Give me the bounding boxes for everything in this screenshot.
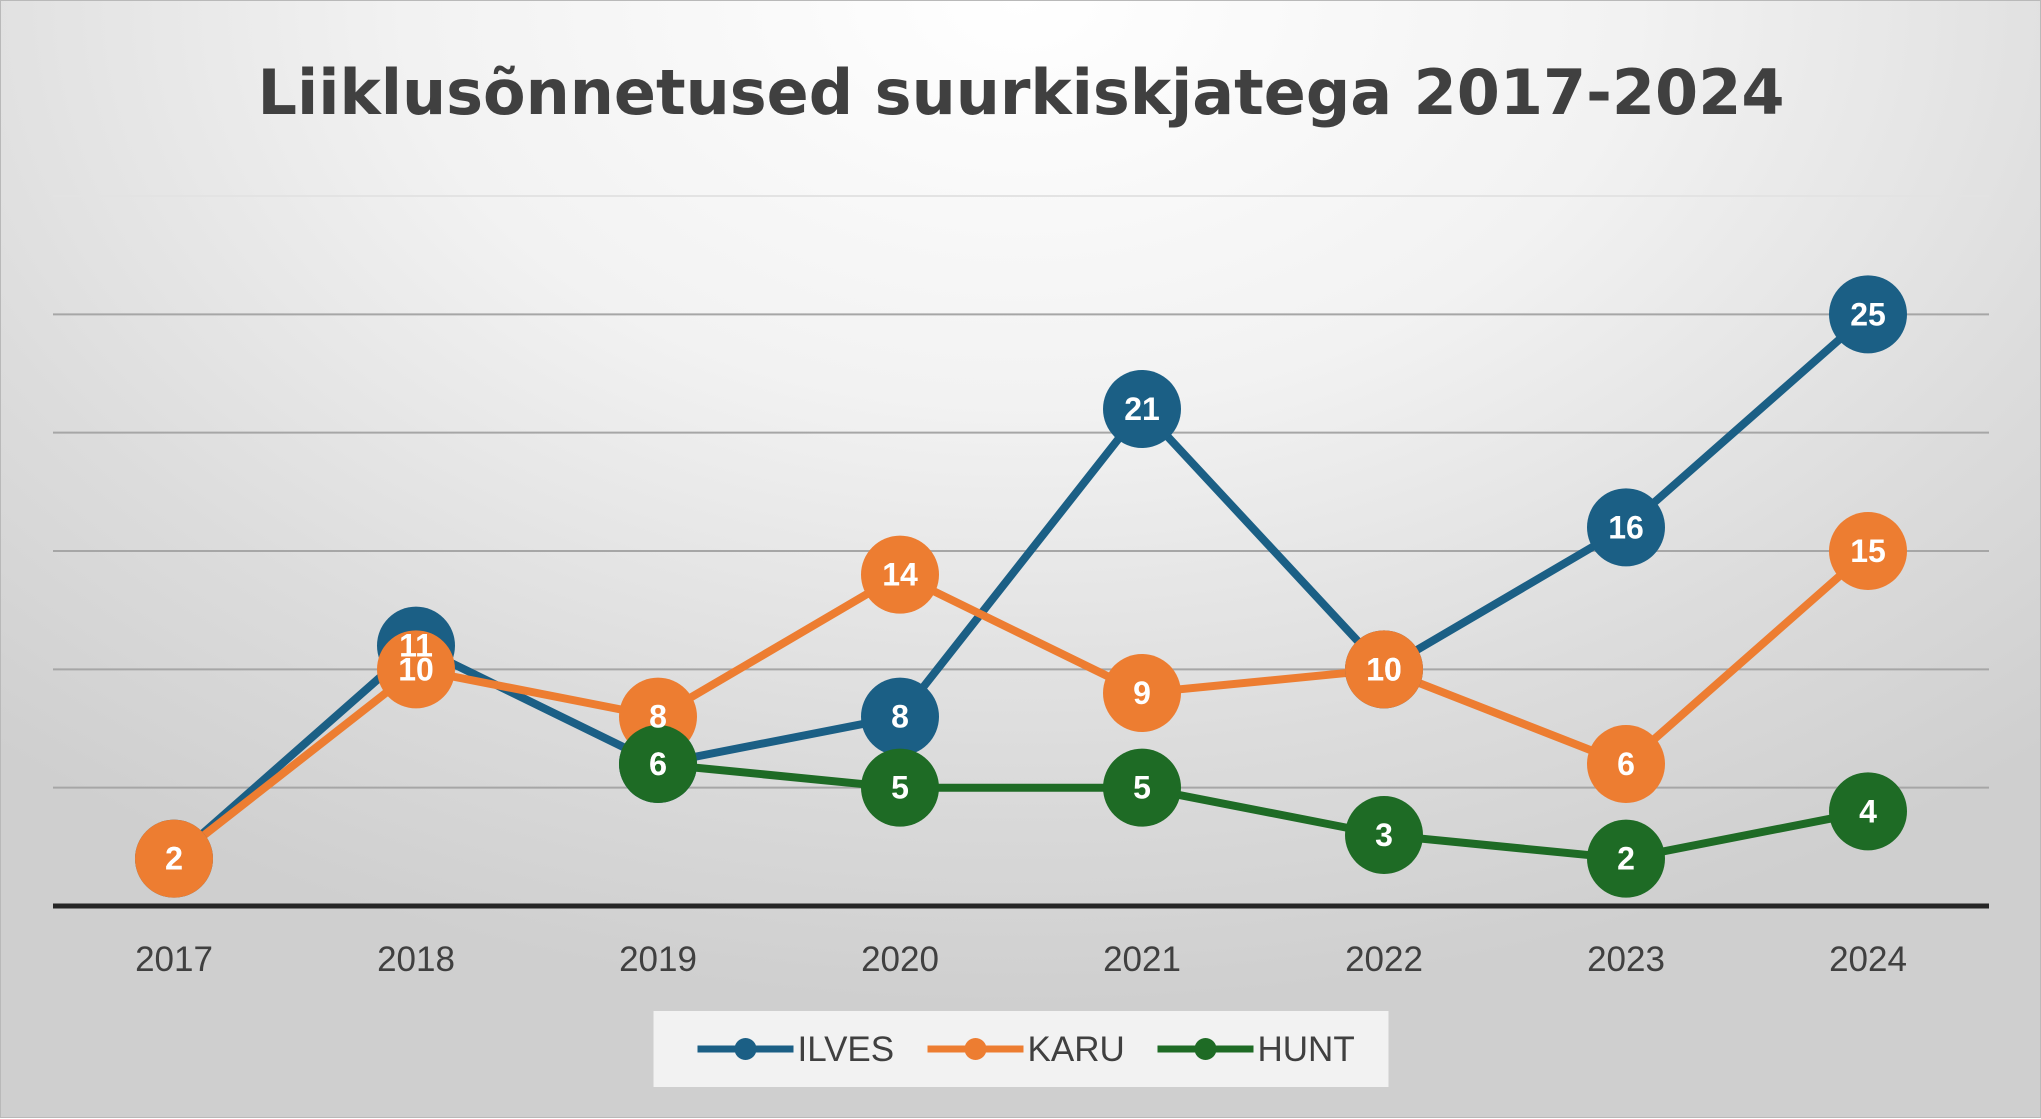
data-label-hunt: 5 (1133, 770, 1151, 806)
data-point-ilves (1587, 488, 1665, 567)
legend: ILVES KARU HUNT (653, 1011, 1389, 1087)
data-label-ilves: 11 (399, 628, 433, 664)
data-point-karu (1345, 630, 1423, 709)
series-line-ilves (171, 311, 1871, 862)
x-tick-label: 2024 (1829, 940, 1907, 979)
data-label-hunt: 3 (1375, 817, 1393, 853)
x-tick-label: 2019 (619, 940, 697, 979)
data-point-hunt (619, 725, 697, 803)
data-label-ilves: 25 (1850, 296, 1886, 332)
gridlines (53, 195, 1989, 789)
legend-label-hunt: HUNT (1258, 1030, 1355, 1069)
data-point-hunt (1103, 748, 1181, 827)
data-label-hunt: 4 (1859, 793, 1877, 829)
legend-marker-ilves (734, 1038, 757, 1060)
data-label-karu: 14 (882, 557, 918, 593)
data-label-karu: 8 (649, 699, 667, 735)
data-point-karu (1103, 654, 1181, 732)
series-line-karu (171, 547, 1871, 862)
data-label-karu: 15 (1850, 533, 1886, 569)
series-line-hunt (657, 760, 1869, 863)
data-point-ilves (1103, 370, 1181, 448)
data-label-karu: 9 (1133, 675, 1151, 711)
data-label-karu: 2 (165, 841, 183, 877)
data-point-karu (135, 819, 213, 898)
legend-label-ilves: ILVES (798, 1030, 895, 1069)
data-point-ilves (1829, 275, 1907, 354)
data-label-hunt: 5 (891, 770, 909, 806)
legend-marker-karu (964, 1038, 987, 1060)
data-point-hunt (1345, 796, 1423, 874)
data-label-karu: 6 (1617, 746, 1635, 782)
data-label-ilves: 2 (165, 841, 183, 877)
chart-title: Liiklusõnnetused suurkiskjatega 2017-202… (258, 56, 1785, 129)
x-tick-label: 2023 (1587, 940, 1665, 979)
data-label-ilves: 8 (891, 699, 909, 735)
data-label-ilves: 6 (649, 746, 667, 782)
data-label-ilves: 21 (1124, 391, 1160, 427)
data-point-hunt (1587, 819, 1665, 898)
series-group (135, 275, 1907, 898)
x-axis: 2017 2018 2019 2020 2021 2022 2023 2024 (53, 903, 1989, 979)
data-label-hunt: 2 (1617, 841, 1635, 877)
legend-label-karu: KARU (1028, 1030, 1125, 1069)
data-point-ilves (861, 677, 939, 756)
x-tick-label: 2020 (861, 940, 939, 979)
data-point-hunt (861, 748, 939, 827)
legend-marker-hunt (1194, 1038, 1217, 1060)
x-tick-label: 2017 (135, 940, 213, 979)
data-point-karu (861, 535, 939, 614)
data-point-karu (1587, 725, 1665, 803)
data-label-karu: 10 (1366, 651, 1402, 687)
data-label-ilves: 16 (1608, 509, 1644, 545)
data-label-ilves: 10 (1366, 651, 1402, 687)
data-point-karu (377, 630, 455, 709)
data-point-hunt (1829, 772, 1907, 851)
x-tick-label: 2021 (1103, 940, 1181, 979)
data-label-hunt: 6 (649, 746, 667, 782)
x-tick-label: 2022 (1345, 940, 1423, 979)
data-label-karu: 10 (398, 651, 434, 687)
data-point-karu (1829, 512, 1907, 590)
x-tick-label: 2018 (377, 940, 455, 979)
